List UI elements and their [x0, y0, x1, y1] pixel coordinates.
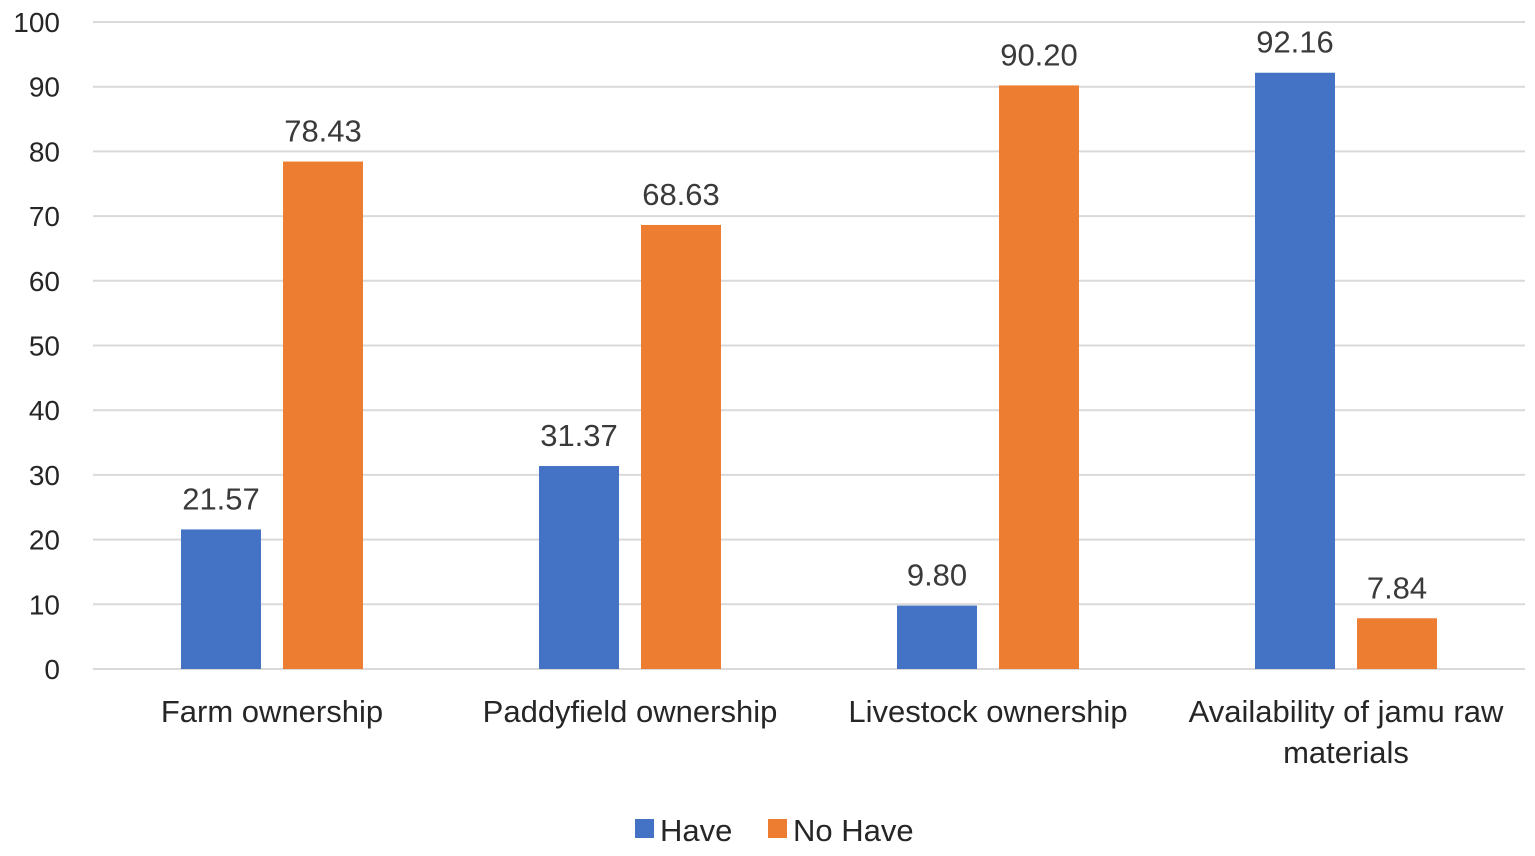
data-label: 9.80 [907, 558, 967, 593]
y-tick-label: 50 [29, 331, 60, 362]
data-label: 7.84 [1367, 570, 1427, 605]
bar-have [897, 605, 977, 669]
x-category-label: Availability of jamu raw [1189, 694, 1504, 729]
y-tick-label: 90 [29, 72, 60, 103]
y-tick-label: 70 [29, 201, 60, 232]
y-tick-label: 0 [44, 654, 60, 685]
y-tick-label: 20 [29, 525, 60, 556]
x-category-label: Livestock ownership [848, 694, 1127, 729]
legend-swatch-have [635, 819, 654, 838]
data-label: 90.20 [1000, 37, 1078, 72]
data-labels: 21.57 78.43 31.37 68.63 9.80 90.20 92.16 7.84 [182, 25, 1427, 606]
legend-swatch-no-have [768, 819, 787, 838]
data-label: 31.37 [540, 418, 618, 453]
data-label: 78.43 [284, 114, 362, 149]
legend-label: Have [660, 813, 732, 848]
y-tick-label: 100 [13, 7, 60, 38]
data-label: 68.63 [642, 177, 720, 212]
y-tick-label: 30 [29, 460, 60, 491]
x-axis-categories: Farm ownership Paddyfield ownership Livest… [161, 694, 1504, 770]
x-category-label: Paddyfield ownership [483, 694, 778, 729]
data-label: 21.57 [182, 481, 260, 516]
legend: Have No Have [635, 813, 914, 848]
y-tick-label: 60 [29, 266, 60, 297]
bar-no-have [641, 224, 721, 669]
bar-have [539, 466, 619, 669]
bar-have [1255, 72, 1335, 670]
x-category-label: materials [1283, 735, 1409, 770]
y-tick-label: 40 [29, 395, 60, 426]
bars [181, 72, 1437, 670]
bar-no-have [283, 161, 363, 669]
y-tick-label: 80 [29, 136, 60, 167]
bar-no-have [999, 85, 1079, 669]
x-category-label: Farm ownership [161, 694, 383, 729]
bar-have [181, 529, 261, 669]
y-axis-ticks: 0 10 20 30 40 50 60 70 80 90 100 [13, 7, 60, 685]
data-label: 92.16 [1256, 25, 1334, 60]
legend-label: No Have [793, 813, 914, 848]
bar-no-have [1357, 618, 1437, 669]
y-tick-label: 10 [29, 589, 60, 620]
